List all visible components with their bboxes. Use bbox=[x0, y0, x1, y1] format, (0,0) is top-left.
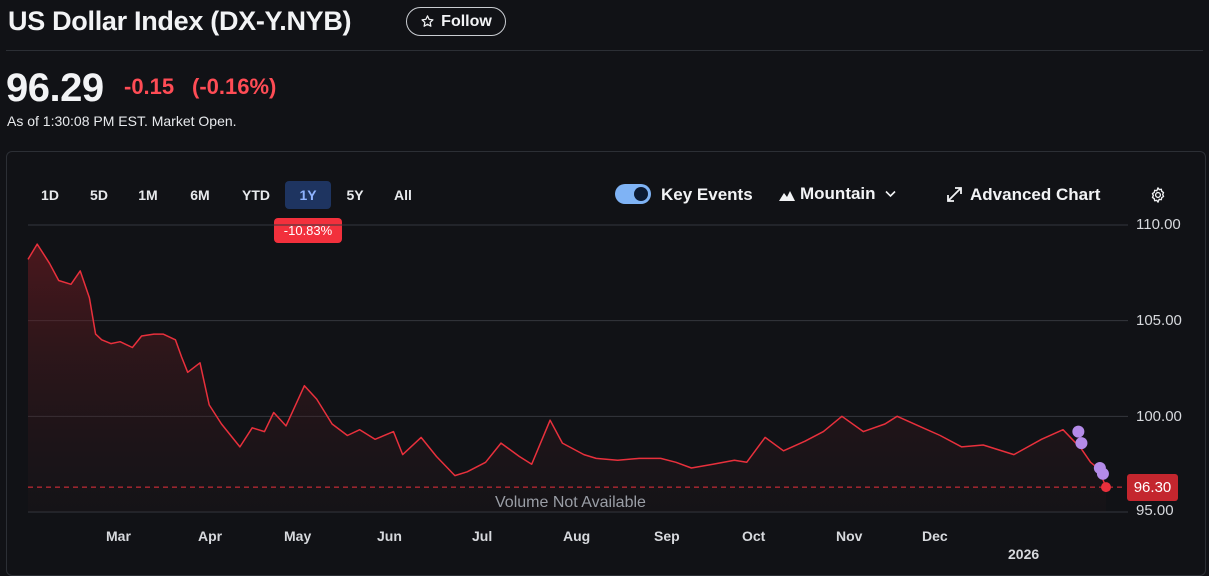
price-area bbox=[28, 244, 1106, 512]
range-all[interactable]: All bbox=[394, 187, 412, 203]
range-5y[interactable]: 5Y bbox=[346, 187, 364, 203]
y-tick-label: 95.00 bbox=[1136, 502, 1174, 519]
advanced-chart-link[interactable]: Advanced Chart bbox=[970, 185, 1101, 204]
price-change: -0.15 bbox=[124, 74, 175, 99]
key-event-marker[interactable] bbox=[1072, 425, 1085, 438]
range-ytd[interactable]: YTD bbox=[242, 187, 270, 203]
x-tick-label: Jul bbox=[472, 528, 493, 544]
x-tick-label: Apr bbox=[198, 528, 223, 544]
gear-icon[interactable] bbox=[1149, 186, 1167, 204]
price-line bbox=[27, 243, 1107, 488]
x-tick-label: Mar bbox=[106, 528, 131, 544]
page-title: US Dollar Index (DX-Y.NYB) bbox=[8, 6, 352, 36]
expand-icon bbox=[947, 187, 962, 202]
y-tick-label: 110.00 bbox=[1136, 216, 1181, 233]
chevron-down-icon bbox=[885, 190, 896, 198]
header-divider bbox=[6, 50, 1203, 51]
market-status: As of 1:30:08 PM EST. Market Open. bbox=[7, 113, 237, 129]
follow-button[interactable]: Follow bbox=[406, 7, 506, 36]
price-change-percent: (-0.16%) bbox=[192, 74, 277, 99]
x-tick-label: Oct bbox=[742, 528, 766, 544]
toggle-knob bbox=[634, 187, 648, 201]
key-events-toggle[interactable] bbox=[615, 184, 651, 204]
x-tick-label: Dec bbox=[922, 528, 948, 544]
mountain-icon bbox=[779, 191, 795, 201]
follow-label: Follow bbox=[441, 12, 492, 30]
key-events-label[interactable]: Key Events bbox=[661, 185, 753, 204]
x-tick-label: Jun bbox=[377, 528, 402, 544]
current-value-tag: 96.30 bbox=[1127, 474, 1178, 501]
volume-note: Volume Not Available bbox=[495, 494, 646, 511]
year-label: 2026 bbox=[1008, 546, 1040, 562]
range-6m[interactable]: 6M bbox=[190, 187, 210, 203]
chart-type-select[interactable]: Mountain bbox=[800, 184, 876, 203]
range-change-badge: -10.83% bbox=[274, 218, 342, 243]
x-tick-label: Sep bbox=[654, 528, 680, 544]
range-1d[interactable]: 1D bbox=[41, 187, 59, 203]
y-tick-label: 100.00 bbox=[1136, 408, 1182, 425]
x-tick-label: Aug bbox=[563, 528, 591, 544]
current-price: 96.29 bbox=[6, 66, 104, 110]
star-icon bbox=[421, 15, 434, 27]
range-1y[interactable]: 1Y bbox=[285, 181, 331, 209]
last-price-dot bbox=[1101, 482, 1111, 493]
range-1m[interactable]: 1M bbox=[138, 187, 158, 203]
y-tick-label: 105.00 bbox=[1136, 312, 1182, 329]
key-event-marker[interactable] bbox=[1075, 437, 1088, 450]
x-tick-label: May bbox=[284, 528, 312, 544]
key-event-marker[interactable] bbox=[1096, 467, 1109, 480]
range-5d[interactable]: 5D bbox=[90, 187, 108, 203]
x-tick-label: Nov bbox=[836, 528, 863, 544]
